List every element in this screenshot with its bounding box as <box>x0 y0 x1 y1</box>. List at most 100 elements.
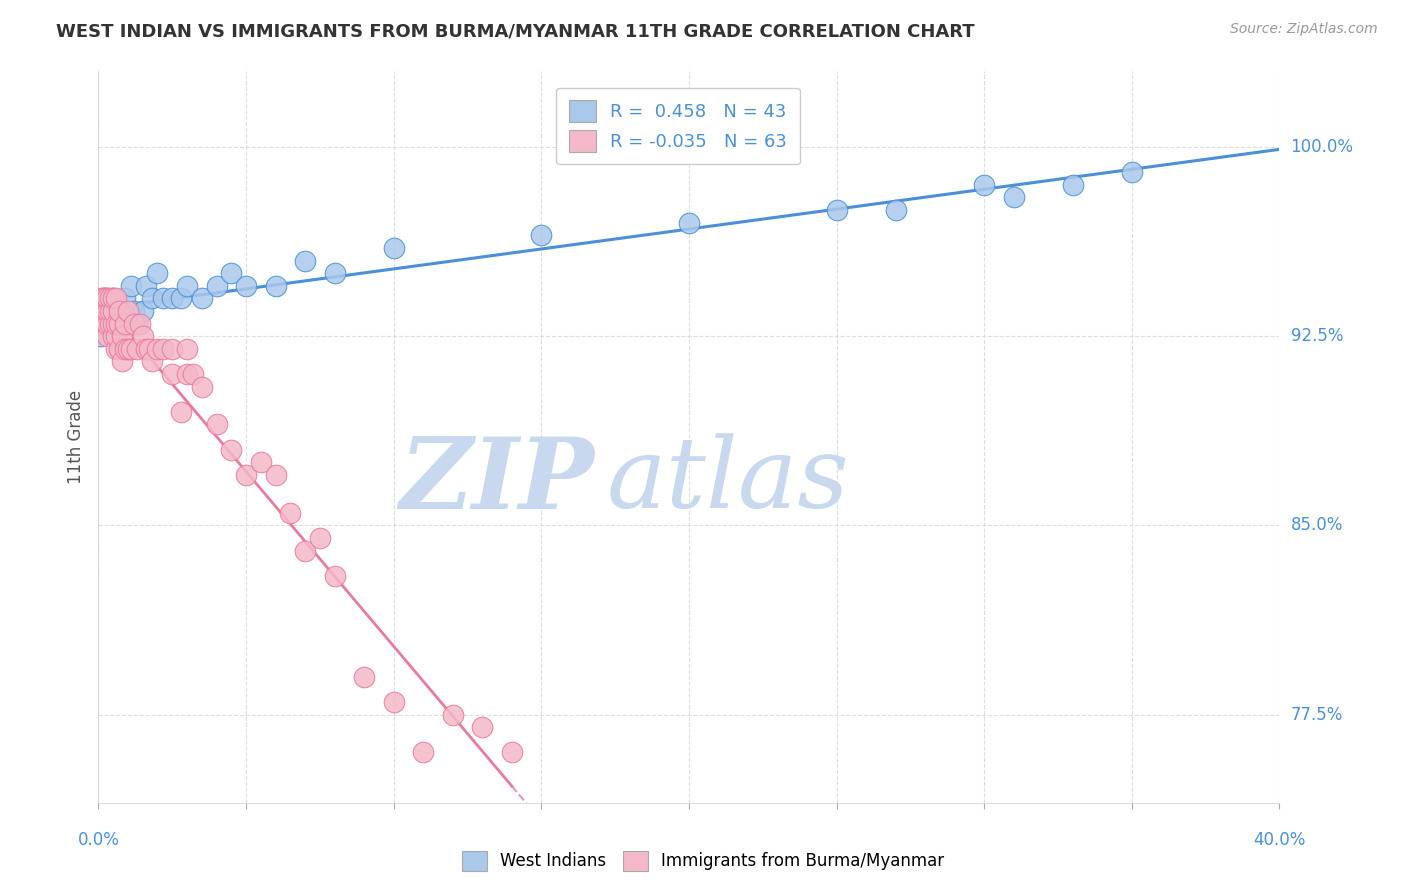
Point <box>111 329 134 343</box>
Point <box>152 342 174 356</box>
Point <box>235 467 257 482</box>
Point <box>125 317 148 331</box>
Point <box>176 367 198 381</box>
Text: 40.0%: 40.0% <box>1253 830 1306 848</box>
Point <box>501 745 523 759</box>
Point <box>120 342 142 356</box>
Point <box>105 291 128 305</box>
Point <box>138 342 160 356</box>
Point <box>120 278 142 293</box>
Point <box>105 317 128 331</box>
Text: atlas: atlas <box>606 434 849 529</box>
Point <box>323 569 346 583</box>
Point <box>146 342 169 356</box>
Point <box>132 304 155 318</box>
Point <box>90 291 112 305</box>
Point <box>114 317 136 331</box>
Text: Source: ZipAtlas.com: Source: ZipAtlas.com <box>1230 22 1378 37</box>
Point <box>117 342 139 356</box>
Point <box>96 329 118 343</box>
Point <box>96 304 118 318</box>
Point <box>1062 178 1084 192</box>
Point <box>111 354 134 368</box>
Point <box>1121 165 1143 179</box>
Point <box>96 304 118 318</box>
Point <box>90 304 112 318</box>
Point <box>93 291 115 305</box>
Point <box>103 304 125 318</box>
Point <box>884 203 907 218</box>
Point <box>93 291 115 305</box>
Point <box>162 291 183 305</box>
Point <box>264 467 287 482</box>
Point <box>382 241 405 255</box>
Point <box>93 317 115 331</box>
Point <box>122 304 145 318</box>
Point <box>90 317 112 331</box>
Point <box>135 342 157 356</box>
Point <box>98 304 121 318</box>
Point <box>146 266 169 280</box>
Point <box>105 304 128 318</box>
Point <box>530 228 553 243</box>
Point <box>125 342 148 356</box>
Point <box>114 291 136 305</box>
Point <box>105 342 128 356</box>
Point <box>108 342 131 356</box>
Point <box>103 291 125 305</box>
Point <box>205 278 228 293</box>
Point <box>117 304 139 318</box>
Point <box>98 291 121 305</box>
Point <box>678 216 700 230</box>
Point <box>176 278 198 293</box>
Text: 92.5%: 92.5% <box>1291 327 1343 345</box>
Point <box>103 317 125 331</box>
Text: ZIP: ZIP <box>399 433 595 529</box>
Point <box>114 342 136 356</box>
Point <box>111 304 134 318</box>
Point <box>93 291 115 305</box>
Point <box>219 442 242 457</box>
Point <box>353 670 375 684</box>
Point <box>323 266 346 280</box>
Point <box>191 379 214 393</box>
Point <box>973 178 995 192</box>
Point <box>135 278 157 293</box>
Point <box>191 291 214 305</box>
Point <box>96 291 118 305</box>
Point <box>105 329 128 343</box>
Point <box>441 707 464 722</box>
Point <box>181 367 204 381</box>
Point <box>93 304 115 318</box>
Point <box>278 506 302 520</box>
Point <box>90 317 112 331</box>
Point <box>108 304 131 318</box>
Point <box>205 417 228 432</box>
Point <box>176 342 198 356</box>
Text: 0.0%: 0.0% <box>77 830 120 848</box>
Point <box>98 317 121 331</box>
Point <box>235 278 257 293</box>
Point <box>122 317 145 331</box>
Point <box>96 317 118 331</box>
Point <box>105 317 128 331</box>
Point <box>93 304 115 318</box>
Point <box>219 266 242 280</box>
Point <box>162 342 183 356</box>
Y-axis label: 11th Grade: 11th Grade <box>66 390 84 484</box>
Point <box>108 317 131 331</box>
Point <box>98 317 121 331</box>
Point <box>152 291 174 305</box>
Point <box>98 304 121 318</box>
Point <box>128 317 150 331</box>
Point <box>141 291 163 305</box>
Point <box>103 304 125 318</box>
Point <box>141 354 163 368</box>
Text: 77.5%: 77.5% <box>1291 706 1343 723</box>
Text: WEST INDIAN VS IMMIGRANTS FROM BURMA/MYANMAR 11TH GRADE CORRELATION CHART: WEST INDIAN VS IMMIGRANTS FROM BURMA/MYA… <box>56 22 974 40</box>
Point <box>162 367 183 381</box>
Point <box>294 253 316 268</box>
Point <box>96 291 118 305</box>
Legend: R =  0.458   N = 43, R = -0.035   N = 63: R = 0.458 N = 43, R = -0.035 N = 63 <box>557 87 800 164</box>
Point <box>103 329 125 343</box>
